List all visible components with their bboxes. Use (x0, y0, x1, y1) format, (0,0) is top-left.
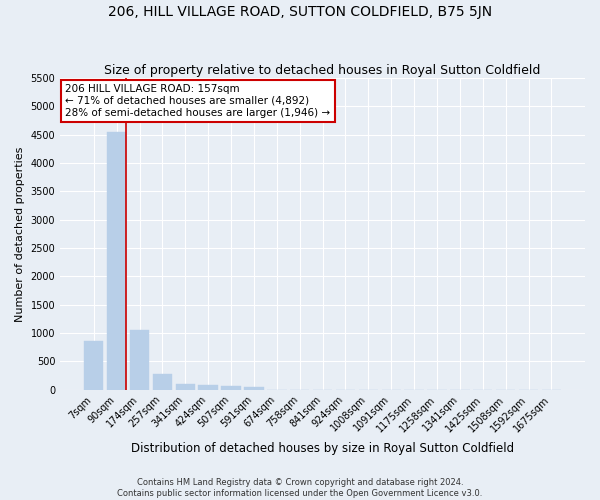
Bar (130, 330, 149, 390)
Text: 206, HILL VILLAGE ROAD, SUTTON COLDFIELD, B75 5JN: 206, HILL VILLAGE ROAD, SUTTON COLDFIELD… (108, 5, 492, 19)
Bar (176, 384, 195, 390)
Y-axis label: Number of detached properties: Number of detached properties (15, 146, 25, 322)
Bar (84, 342, 103, 390)
Text: 206 HILL VILLAGE ROAD: 157sqm
← 71% of detached houses are smaller (4,892)
28% o: 206 HILL VILLAGE ROAD: 157sqm ← 71% of d… (65, 84, 331, 117)
X-axis label: Distribution of detached houses by size in Royal Sutton Coldfield: Distribution of detached houses by size … (131, 442, 514, 455)
Bar (199, 386, 218, 390)
Bar (221, 386, 241, 390)
Bar (152, 374, 172, 390)
Title: Size of property relative to detached houses in Royal Sutton Coldfield: Size of property relative to detached ho… (104, 64, 541, 77)
Text: Contains HM Land Registry data © Crown copyright and database right 2024.
Contai: Contains HM Land Registry data © Crown c… (118, 478, 482, 498)
Bar (244, 386, 263, 390)
Bar (107, 132, 127, 390)
